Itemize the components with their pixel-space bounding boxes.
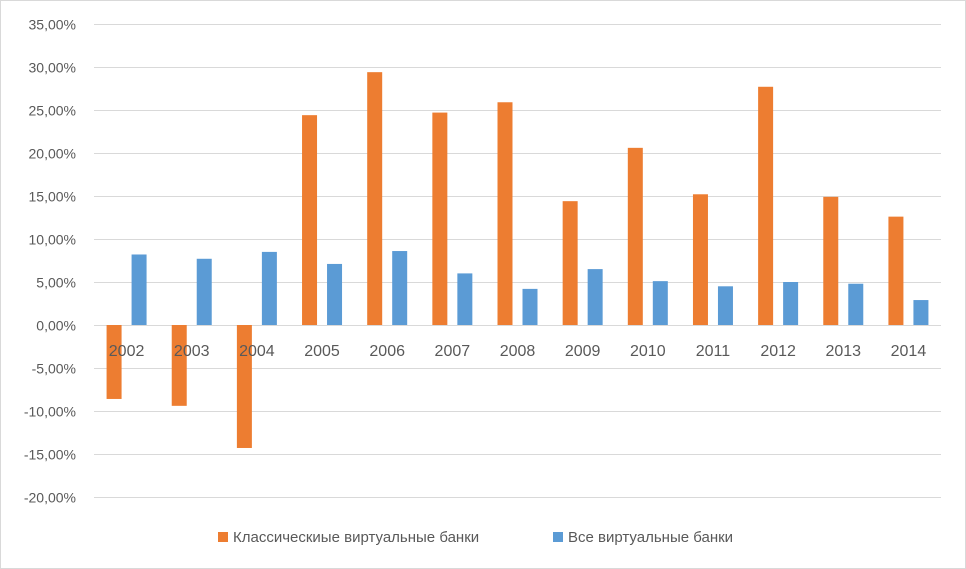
- bar-classic-2003: [171, 325, 187, 406]
- legend: Классическиые виртуальные банки Все вирту…: [218, 529, 733, 546]
- x-category-label: 2014: [891, 343, 927, 360]
- x-category-label: 2004: [239, 343, 275, 360]
- x-category-label: 2002: [109, 343, 145, 360]
- y-tick-label: 5,00%: [36, 275, 76, 291]
- x-category-label: 2012: [760, 343, 796, 360]
- bar-all-2009: [587, 269, 603, 325]
- bar-all-2014: [913, 300, 929, 325]
- y-tick-label: -20,00%: [24, 490, 76, 506]
- bar-all-2012: [783, 282, 799, 325]
- y-tick-label: 0,00%: [36, 318, 76, 334]
- x-category-label: 2007: [435, 343, 471, 360]
- y-tick-label: 35,00%: [29, 17, 76, 33]
- bar-classic-2005: [302, 115, 318, 325]
- x-category-label: 2006: [369, 343, 405, 360]
- x-category-label: 2011: [696, 343, 731, 360]
- legend-swatch: [218, 532, 228, 542]
- legend-label: Все виртуальные банки: [568, 529, 733, 546]
- bar-all-2008: [522, 288, 538, 325]
- gridlines: [94, 24, 941, 498]
- x-category-label: 2003: [174, 343, 210, 360]
- bar-classic-2013: [823, 196, 839, 325]
- bars: [106, 72, 929, 448]
- bar-all-2004: [261, 251, 277, 325]
- x-category-label: 2008: [500, 343, 536, 360]
- bar-classic-2006: [367, 72, 383, 325]
- bar-all-2003: [196, 258, 212, 325]
- bar-all-2013: [848, 283, 864, 325]
- bar-classic-2009: [562, 201, 578, 325]
- bar-classic-2010: [627, 147, 643, 325]
- bar-classic-2007: [432, 112, 448, 325]
- x-category-label: 2009: [565, 343, 601, 360]
- bar-all-2011: [717, 286, 733, 325]
- y-tick-label: -10,00%: [24, 404, 76, 420]
- bar-classic-2011: [692, 194, 708, 325]
- x-axis-category-labels: 2002 2003 2004 2005 2006 2007 2008 2009 2010 2011…: [109, 343, 927, 360]
- bar-all-2010: [652, 281, 668, 325]
- bar-all-2007: [457, 273, 473, 325]
- y-axis-tick-labels: 35,00% 30,00% 25,00% 20,00% 15,00% 10,00% 5,00…: [24, 17, 76, 506]
- y-tick-label: 25,00%: [29, 103, 76, 119]
- x-category-label: 2005: [304, 343, 340, 360]
- bar-all-2005: [327, 263, 343, 325]
- legend-swatch: [553, 532, 563, 542]
- bar-classic-2002: [106, 325, 122, 399]
- y-tick-label: -15,00%: [24, 447, 76, 463]
- y-tick-label: 15,00%: [29, 189, 76, 205]
- bar-classic-2004: [236, 325, 252, 448]
- bar-classic-2008: [497, 102, 513, 325]
- y-tick-label: 30,00%: [29, 60, 76, 76]
- legend-label: Классическиые виртуальные банки: [233, 529, 479, 546]
- y-tick-label: -5,00%: [32, 361, 76, 377]
- bar-classic-2014: [888, 216, 904, 325]
- bar-all-2002: [131, 254, 147, 325]
- x-category-label: 2010: [630, 343, 666, 360]
- bar-all-2006: [392, 251, 408, 325]
- y-tick-label: 20,00%: [29, 146, 76, 162]
- y-tick-label: 10,00%: [29, 232, 76, 248]
- bar-classic-2012: [758, 86, 774, 325]
- x-category-label: 2013: [825, 343, 861, 360]
